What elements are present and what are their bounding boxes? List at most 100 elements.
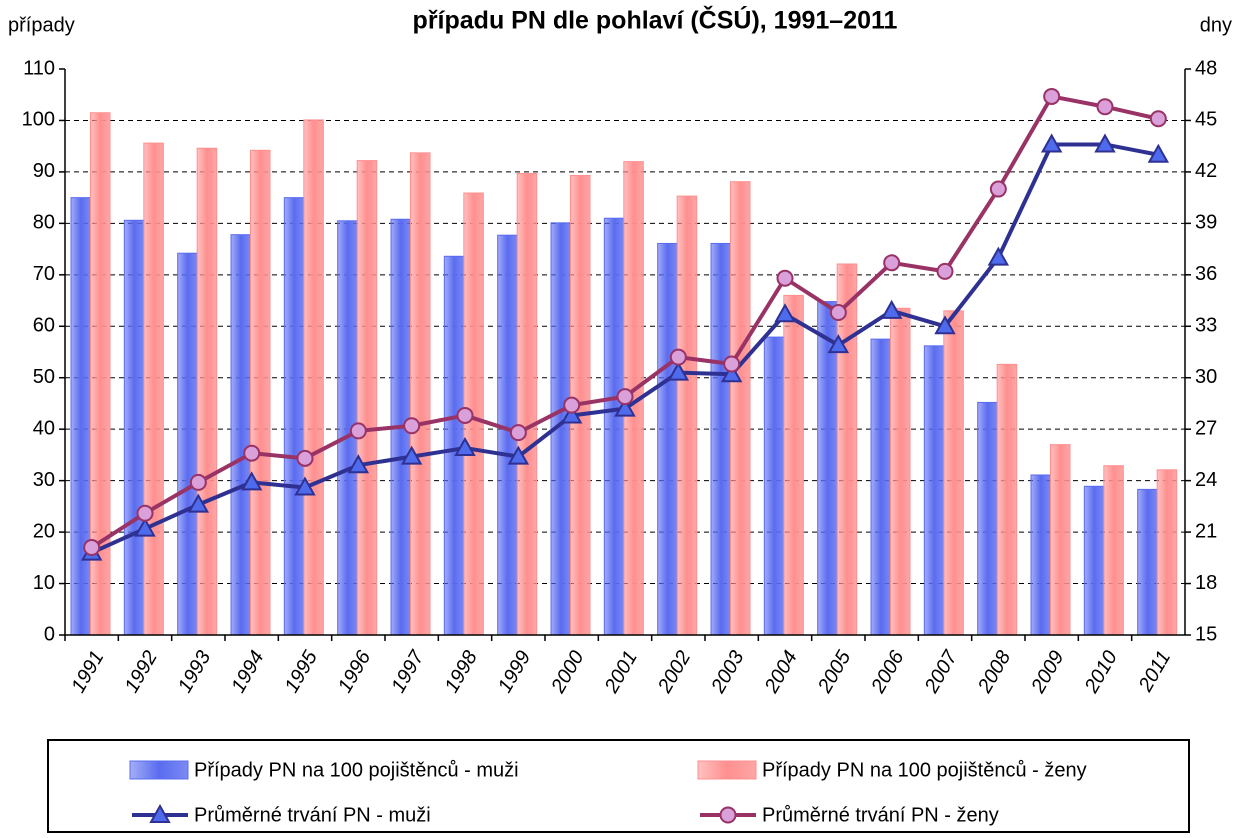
marker bbox=[189, 473, 207, 491]
x-tick-label: 2001 bbox=[600, 647, 642, 697]
bar bbox=[516, 172, 538, 636]
y2-tick-label: 27 bbox=[1195, 417, 1217, 439]
bar bbox=[356, 160, 378, 636]
x-tick-label: 1994 bbox=[227, 647, 268, 697]
legend-label: Průměrné trvání PN - muži bbox=[194, 804, 431, 826]
marker bbox=[507, 445, 530, 465]
bar bbox=[710, 242, 731, 636]
marker bbox=[1094, 133, 1116, 153]
y2-tick-label: 24 bbox=[1195, 469, 1217, 491]
y-tick-label: 0 bbox=[44, 623, 55, 645]
marker bbox=[776, 269, 794, 287]
marker bbox=[134, 517, 156, 537]
bar bbox=[230, 234, 251, 636]
y-tick-label: 100 bbox=[22, 109, 55, 131]
bar bbox=[1050, 444, 1071, 636]
marker bbox=[456, 406, 474, 424]
marker bbox=[1043, 87, 1061, 105]
x-tick-label: 1997 bbox=[387, 646, 429, 696]
chart-title: případu PN dle pohlaví (ČSÚ), 1991–2011 bbox=[413, 5, 898, 35]
x-tick-label: 2011 bbox=[1134, 647, 1175, 696]
marker bbox=[347, 454, 370, 474]
y2-tick-label: 15 bbox=[1195, 623, 1217, 645]
y2-tick-label: 18 bbox=[1195, 572, 1217, 594]
marker bbox=[719, 806, 737, 824]
y2-tick-label: 33 bbox=[1195, 315, 1217, 337]
marker bbox=[187, 493, 210, 513]
marker bbox=[243, 444, 261, 462]
marker bbox=[400, 445, 423, 465]
marker bbox=[936, 262, 954, 280]
x-tick-label: 2003 bbox=[707, 647, 749, 697]
y2-tick-label: 39 bbox=[1195, 212, 1217, 234]
marker bbox=[349, 422, 367, 440]
bar bbox=[890, 307, 911, 636]
bar bbox=[943, 310, 964, 636]
bar bbox=[410, 152, 431, 636]
y2-tick-label: 45 bbox=[1195, 109, 1217, 131]
marker bbox=[723, 355, 741, 373]
bar bbox=[730, 181, 751, 636]
bar bbox=[143, 142, 164, 636]
bar bbox=[1137, 488, 1158, 636]
bar bbox=[783, 294, 804, 636]
bar bbox=[676, 195, 698, 636]
x-tick-label: 1999 bbox=[494, 647, 535, 697]
bars bbox=[70, 112, 1178, 636]
bar bbox=[603, 217, 625, 636]
marker bbox=[1149, 110, 1167, 128]
y-tick-label: 10 bbox=[33, 572, 55, 594]
marker bbox=[560, 404, 583, 424]
marker bbox=[1147, 143, 1170, 163]
x-tick-label: 2002 bbox=[653, 647, 695, 697]
y-tick-label: 110 bbox=[23, 57, 55, 79]
marker bbox=[509, 424, 527, 442]
bar bbox=[1083, 485, 1105, 636]
x-tick-label: 2007 bbox=[920, 646, 962, 697]
y2-tick-label: 30 bbox=[1195, 366, 1217, 388]
marker bbox=[667, 361, 690, 381]
lines bbox=[80, 87, 1170, 561]
marker bbox=[829, 304, 847, 322]
x-tick-label: 2000 bbox=[547, 647, 589, 697]
x-tick-label: 2005 bbox=[813, 646, 855, 697]
marker bbox=[880, 299, 903, 319]
bar bbox=[1030, 474, 1051, 636]
marker bbox=[294, 476, 316, 496]
marker bbox=[83, 539, 101, 557]
marker bbox=[989, 180, 1007, 198]
y-axis-label: případy bbox=[8, 14, 75, 36]
x-tick-label: 2008 bbox=[973, 647, 1015, 697]
x-tick-label: 2004 bbox=[760, 647, 802, 697]
marker bbox=[296, 449, 314, 467]
bar bbox=[977, 401, 998, 636]
marker bbox=[614, 397, 636, 417]
marker bbox=[827, 334, 850, 354]
x-tick-label: 2009 bbox=[1027, 647, 1069, 697]
legend-label: Případy PN na 100 pojištěnců - ženy bbox=[762, 759, 1087, 781]
y2-tick-label: 42 bbox=[1195, 160, 1217, 182]
marker bbox=[563, 396, 581, 414]
marker bbox=[883, 254, 901, 272]
bar bbox=[303, 119, 324, 636]
legend-label: Průměrné trvání PN - ženy bbox=[762, 804, 999, 826]
marker bbox=[136, 504, 154, 522]
y-tick-label: 50 bbox=[33, 366, 55, 388]
legend: Případy PN na 100 pojištěnců - muži Přípa… bbox=[129, 759, 1087, 826]
marker bbox=[987, 246, 1010, 266]
x-tick-label: 1996 bbox=[334, 646, 376, 696]
marker bbox=[616, 388, 634, 406]
x-tick-label: 1993 bbox=[174, 647, 215, 697]
marker bbox=[454, 437, 476, 457]
marker bbox=[1096, 98, 1114, 116]
y-tick-label: 60 bbox=[33, 315, 55, 337]
marker bbox=[403, 417, 421, 435]
x-tick-label: 1991 bbox=[67, 647, 108, 697]
bar bbox=[923, 345, 945, 636]
x-tick-label: 2010 bbox=[1080, 647, 1122, 697]
y2-tick-label: 48 bbox=[1195, 57, 1217, 79]
marker bbox=[669, 348, 687, 366]
x-tick-label: 2006 bbox=[867, 646, 909, 697]
marker bbox=[240, 471, 263, 491]
